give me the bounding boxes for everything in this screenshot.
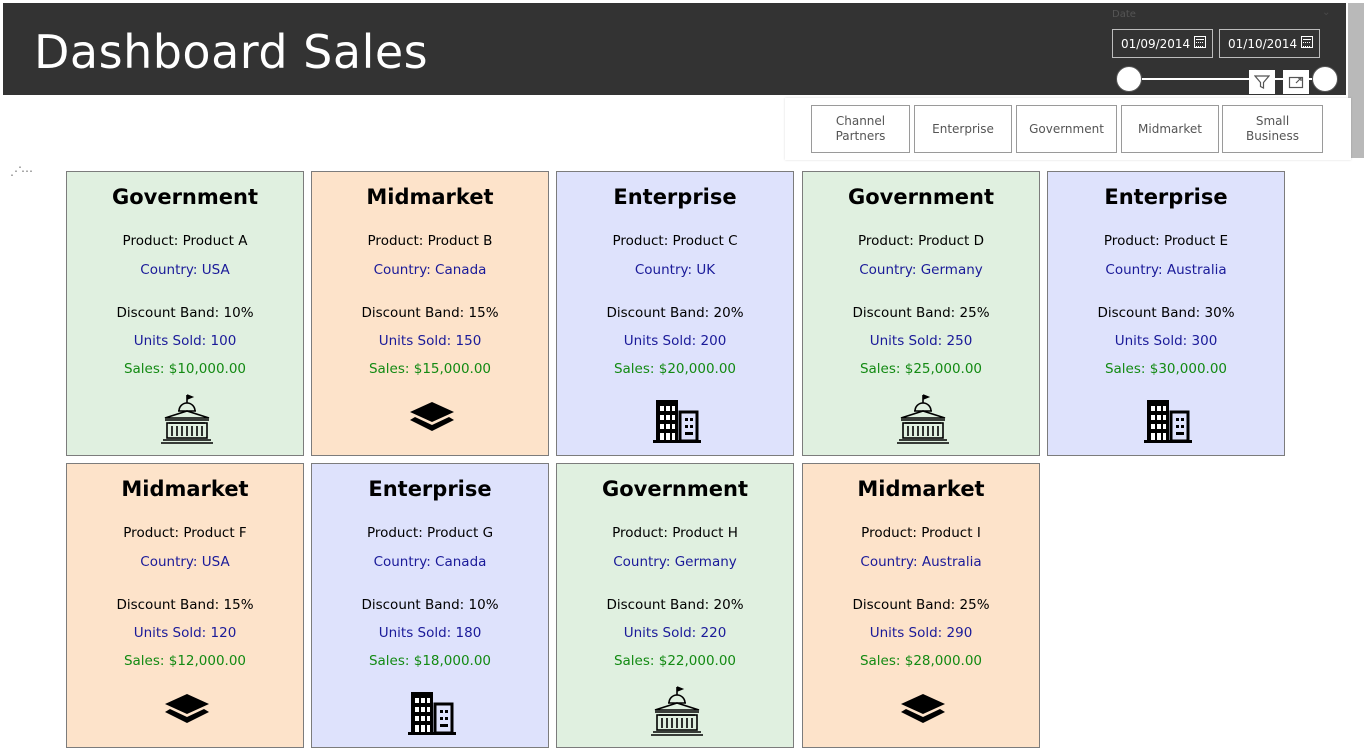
top-strip bbox=[0, 0, 1366, 3]
sales-card[interactable]: Enterprise Product: Product G Country: Can… bbox=[311, 463, 549, 748]
sales-card[interactable]: Midmarket Product: Product F Country: USA D… bbox=[66, 463, 304, 748]
sales-card[interactable]: Government Product: Product D Country: Ger… bbox=[802, 171, 1040, 456]
card-discount-band: Discount Band: 10% bbox=[116, 305, 254, 321]
card-discount-band: Discount Band: 25% bbox=[852, 597, 990, 613]
sales-card[interactable]: Midmarket Product: Product I Country: Aust… bbox=[802, 463, 1040, 748]
more-options-icon[interactable]: ⋰⋯ bbox=[10, 164, 33, 178]
card-units-sold: Units Sold: 100 bbox=[133, 333, 237, 349]
office-buildings-icon bbox=[649, 394, 705, 444]
date-end-input[interactable]: 01/10/2014 bbox=[1219, 29, 1320, 58]
focus-mode-icon[interactable] bbox=[1283, 70, 1309, 94]
date-start-value: 01/09/2014 bbox=[1121, 36, 1191, 51]
calendar-icon[interactable] bbox=[1194, 36, 1206, 48]
date-end-value: 01/10/2014 bbox=[1228, 36, 1298, 51]
card-country: Country: USA bbox=[140, 554, 230, 570]
card-segment-title: Enterprise bbox=[613, 185, 737, 209]
government-building-icon bbox=[649, 686, 705, 736]
card-discount-band: Discount Band: 15% bbox=[116, 597, 254, 613]
card-units-sold: Units Sold: 120 bbox=[133, 625, 237, 641]
card-country: Country: UK bbox=[634, 262, 716, 278]
card-product: Product: Product G bbox=[366, 525, 494, 541]
card-country: Country: Germany bbox=[613, 554, 737, 570]
card-sales: Sales: $28,000.00 bbox=[859, 653, 983, 669]
office-buildings-icon bbox=[404, 686, 460, 736]
card-segment-title: Government bbox=[601, 477, 748, 501]
card-discount-band: Discount Band: 25% bbox=[852, 305, 990, 321]
calendar-icon[interactable] bbox=[1301, 36, 1313, 48]
card-sales: Sales: $10,000.00 bbox=[123, 361, 247, 377]
card-segment-title: Enterprise bbox=[368, 477, 492, 501]
card-segment-title: Midmarket bbox=[121, 477, 249, 501]
card-units-sold: Units Sold: 200 bbox=[623, 333, 727, 349]
chevron-down-icon[interactable]: ⌄ bbox=[1322, 7, 1331, 18]
card-sales: Sales: $15,000.00 bbox=[368, 361, 492, 377]
page-title: Dashboard Sales bbox=[34, 25, 429, 79]
card-segment-title: Enterprise bbox=[1104, 185, 1228, 209]
card-product: Product: Product H bbox=[612, 525, 738, 541]
scrollbar-thumb[interactable] bbox=[1348, 3, 1364, 158]
card-sales: Sales: $18,000.00 bbox=[368, 653, 492, 669]
page-scrollbar[interactable] bbox=[1346, 0, 1366, 754]
card-units-sold: Units Sold: 180 bbox=[378, 625, 482, 641]
segment-option-enterprise[interactable]: Enterprise bbox=[914, 105, 1012, 153]
card-sales: Sales: $12,000.00 bbox=[123, 653, 247, 669]
card-units-sold: Units Sold: 250 bbox=[869, 333, 973, 349]
card-sales: Sales: $20,000.00 bbox=[613, 361, 737, 377]
card-units-sold: Units Sold: 290 bbox=[869, 625, 973, 641]
card-country: Country: Australia bbox=[1105, 262, 1227, 278]
card-units-sold: Units Sold: 150 bbox=[378, 333, 482, 349]
card-product: Product: Product E bbox=[1103, 233, 1229, 249]
card-segment-title: Government bbox=[111, 185, 258, 209]
card-segment-title: Midmarket bbox=[366, 185, 494, 209]
segment-option-midmarket[interactable]: Midmarket bbox=[1121, 105, 1219, 153]
card-product: Product: Product A bbox=[122, 233, 248, 249]
card-product: Product: Product F bbox=[123, 525, 247, 541]
card-country: Country: USA bbox=[140, 262, 230, 278]
card-sales: Sales: $25,000.00 bbox=[859, 361, 983, 377]
sales-card[interactable]: Government Product: Product A Country: USA… bbox=[66, 171, 304, 456]
date-slicer-label: Date bbox=[1112, 9, 1136, 20]
card-product: Product: Product I bbox=[861, 525, 981, 541]
card-discount-band: Discount Band: 30% bbox=[1097, 305, 1235, 321]
layers-icon bbox=[404, 394, 460, 444]
card-discount-band: Discount Band: 10% bbox=[361, 597, 499, 613]
date-range-end-handle[interactable] bbox=[1312, 66, 1338, 92]
card-country: Country: Australia bbox=[860, 554, 982, 570]
card-segment-title: Government bbox=[847, 185, 994, 209]
sales-card[interactable]: Government Product: Product H Country: Ger… bbox=[556, 463, 794, 748]
card-discount-band: Discount Band: 20% bbox=[606, 305, 744, 321]
date-start-input[interactable]: 01/09/2014 bbox=[1112, 29, 1213, 58]
filter-icon[interactable] bbox=[1249, 70, 1275, 94]
card-sales: Sales: $30,000.00 bbox=[1104, 361, 1228, 377]
card-product: Product: Product C bbox=[612, 233, 738, 249]
government-building-icon bbox=[159, 394, 215, 444]
office-buildings-icon bbox=[1140, 394, 1196, 444]
government-building-icon bbox=[895, 394, 951, 444]
sales-card[interactable]: Midmarket Product: Product B Country: Cana… bbox=[311, 171, 549, 456]
card-country: Country: Canada bbox=[373, 554, 487, 570]
sales-card[interactable]: Enterprise Product: Product C Country: UK D… bbox=[556, 171, 794, 456]
segment-option-government[interactable]: Government bbox=[1016, 105, 1117, 153]
card-sales: Sales: $22,000.00 bbox=[613, 653, 737, 669]
card-units-sold: Units Sold: 220 bbox=[623, 625, 727, 641]
segment-option-small-business[interactable]: Small Business bbox=[1222, 105, 1323, 153]
segment-slicer: Channel Partners Enterprise Government M… bbox=[785, 98, 1351, 160]
card-country: Country: Canada bbox=[373, 262, 487, 278]
card-product: Product: Product B bbox=[367, 233, 493, 249]
card-units-sold: Units Sold: 300 bbox=[1114, 333, 1218, 349]
sales-card[interactable]: Enterprise Product: Product E Country: Aus… bbox=[1047, 171, 1285, 456]
card-country: Country: Germany bbox=[859, 262, 983, 278]
date-range-start-handle[interactable] bbox=[1116, 66, 1142, 92]
card-product: Product: Product D bbox=[857, 233, 985, 249]
layers-icon bbox=[895, 686, 951, 736]
card-segment-title: Midmarket bbox=[857, 477, 985, 501]
card-discount-band: Discount Band: 20% bbox=[606, 597, 744, 613]
date-range-slider-track[interactable] bbox=[1128, 78, 1326, 80]
card-discount-band: Discount Band: 15% bbox=[361, 305, 499, 321]
layers-icon bbox=[159, 686, 215, 736]
segment-option-channel-partners[interactable]: Channel Partners bbox=[811, 105, 910, 153]
